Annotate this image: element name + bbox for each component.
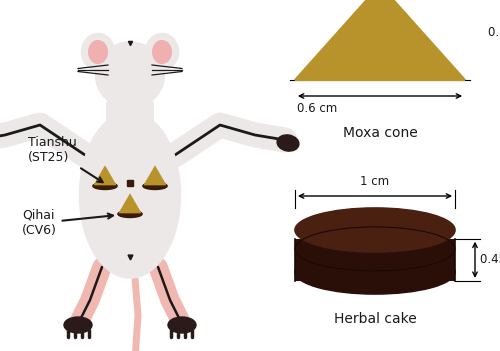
Ellipse shape <box>88 40 108 64</box>
Ellipse shape <box>277 135 299 151</box>
Ellipse shape <box>118 211 142 218</box>
Text: Qihai
(CV6): Qihai (CV6) <box>22 209 113 237</box>
Text: Moxa cone: Moxa cone <box>342 126 417 140</box>
Polygon shape <box>295 239 455 281</box>
Text: Herbal cake: Herbal cake <box>334 312 416 326</box>
Polygon shape <box>295 0 465 80</box>
Ellipse shape <box>96 42 164 107</box>
Ellipse shape <box>80 113 180 278</box>
Polygon shape <box>144 166 166 185</box>
Ellipse shape <box>168 317 196 333</box>
Ellipse shape <box>64 317 92 333</box>
Text: 0.6 cm: 0.6 cm <box>488 26 500 39</box>
Ellipse shape <box>146 34 178 70</box>
Ellipse shape <box>143 183 167 190</box>
Text: 0.6 cm: 0.6 cm <box>297 102 337 115</box>
Ellipse shape <box>295 208 455 252</box>
FancyBboxPatch shape <box>106 101 154 125</box>
Text: 0.45 cm: 0.45 cm <box>480 253 500 266</box>
Text: 1 cm: 1 cm <box>360 175 390 188</box>
Ellipse shape <box>295 250 455 294</box>
Ellipse shape <box>93 183 117 190</box>
Ellipse shape <box>82 34 114 70</box>
Text: Tianshu
(ST25): Tianshu (ST25) <box>28 136 102 182</box>
Ellipse shape <box>152 40 172 64</box>
Polygon shape <box>119 194 141 213</box>
Polygon shape <box>94 166 116 185</box>
